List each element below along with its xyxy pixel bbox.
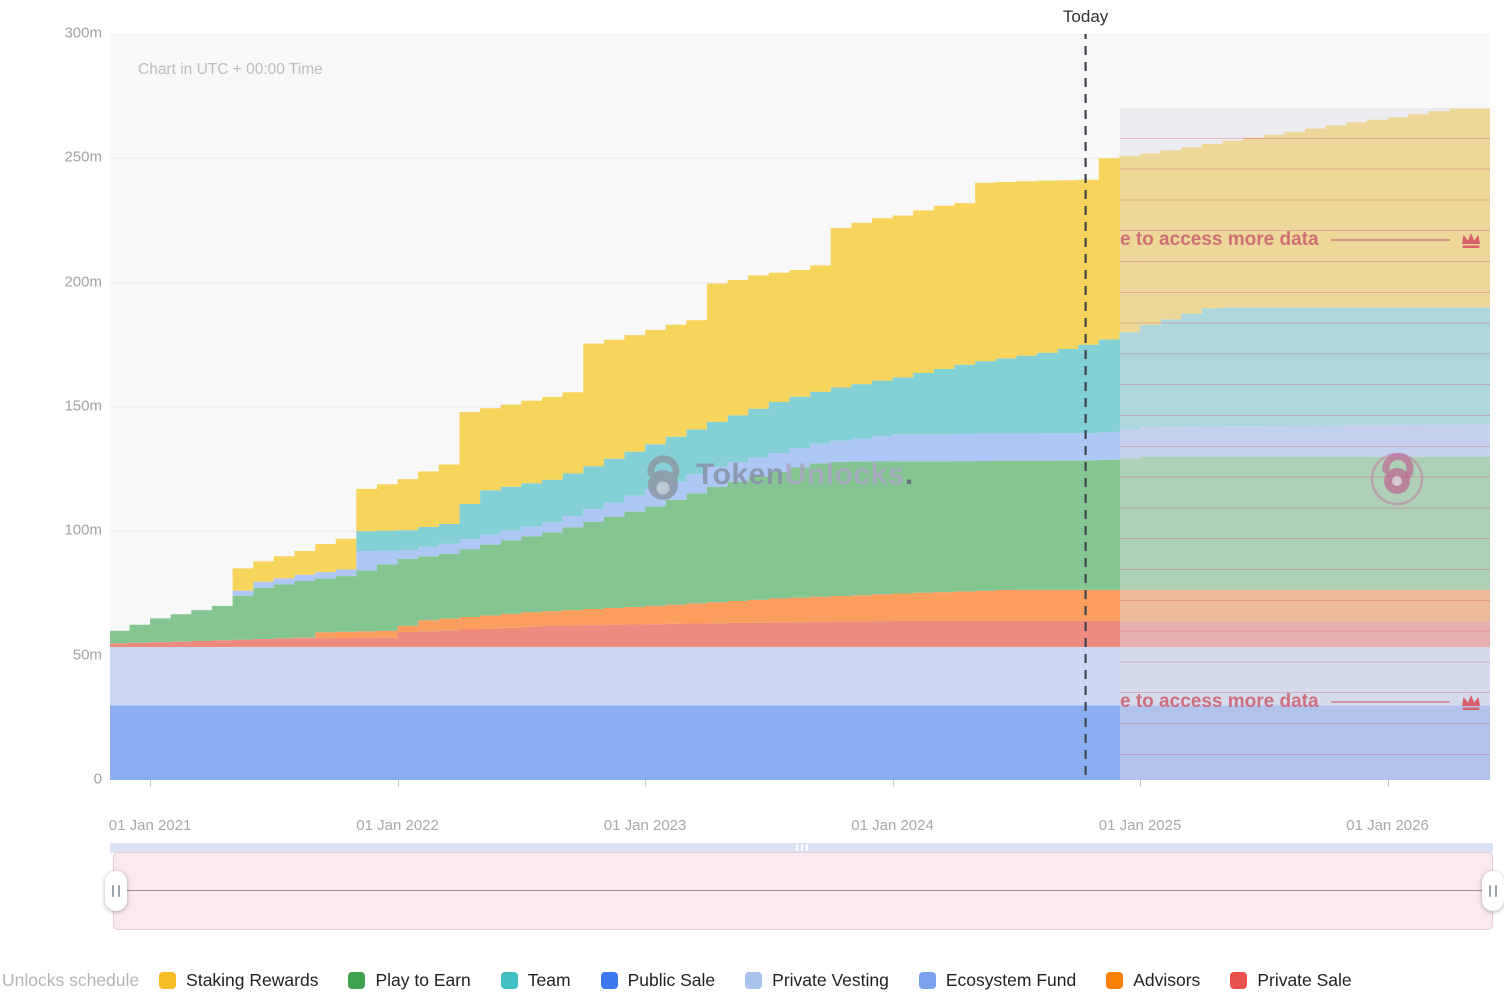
legend-item-advisors[interactable]: Advisors	[1106, 970, 1200, 991]
x-axis-tick	[645, 780, 647, 787]
time-range-slider	[0, 840, 1504, 940]
legend-item-label: Private Vesting	[772, 969, 889, 990]
legend-item-label: Private Sale	[1257, 969, 1352, 990]
teaser-text: e to access more data	[1120, 229, 1319, 250]
legend-item-label: Advisors	[1133, 969, 1201, 990]
area-series-private-vesting	[110, 647, 1490, 706]
x-axis-label: 01 Jan 2025	[1098, 817, 1182, 834]
slider-selected-range[interactable]	[113, 852, 1493, 930]
legend-swatch	[1106, 971, 1124, 989]
upgrade-teaser-row[interactable]: e to access more data	[1120, 690, 1490, 714]
teaser-divider	[1330, 701, 1450, 703]
x-axis-tick	[892, 780, 894, 787]
area-series-private-sale	[110, 620, 1490, 647]
x-axis-label: 01 Jan 2026	[1346, 817, 1429, 834]
area-series-team	[110, 307, 1490, 631]
area-series-ecosystem-fund	[110, 424, 1490, 631]
legend-item-label: Play to Earn	[375, 969, 471, 990]
legend-swatch	[745, 971, 763, 989]
y-axis-label: 50m	[72, 646, 102, 664]
y-axis-label: 150m	[64, 397, 102, 415]
legend-item-public-sale[interactable]: Public Sale	[600, 969, 716, 991]
legend-swatch	[159, 971, 177, 989]
upgrade-teaser-row[interactable]: e to access more data	[1120, 228, 1490, 252]
crown-icon	[1462, 695, 1480, 710]
unlock-schedule-chart	[110, 34, 1490, 780]
x-axis-tick	[397, 780, 399, 787]
legend-items: Staking Rewards Play to Earn Team Public Sa…	[159, 970, 1382, 991]
slider-handle-right[interactable]	[1482, 871, 1504, 911]
legend-swatch	[348, 971, 366, 989]
x-axis-label: 01 Jan 2021	[108, 817, 192, 834]
legend-item-label: Ecosystem Fund	[945, 969, 1077, 990]
legend-item-private-vesting[interactable]: Private Vesting	[745, 970, 889, 991]
area-series-staking-rewards	[110, 108, 1490, 631]
teaser-text: e to access more data	[1120, 691, 1319, 712]
y-axis-label: 100m	[64, 521, 102, 539]
timezone-note: Chart in UTC + 00:00 Time	[138, 61, 323, 78]
legend-item-ecosystem-fund[interactable]: Ecosystem Fund	[918, 969, 1077, 991]
slider-midline	[113, 890, 1493, 891]
x-axis-label: 01 Jan 2022	[356, 817, 439, 834]
x-axis-tick	[1140, 780, 1142, 787]
slider-handle-left[interactable]	[105, 871, 127, 911]
x-axis-label: 01 Jan 2024	[851, 817, 934, 834]
y-axis-label: 0	[93, 770, 102, 788]
legend-swatch	[500, 971, 518, 989]
teaser-divider	[1330, 239, 1450, 241]
x-axis-label: 01 Jan 2023	[603, 817, 687, 834]
legend-swatch	[1230, 971, 1248, 989]
legend-item-private-sale[interactable]: Private Sale	[1230, 969, 1352, 991]
legend-swatch	[918, 971, 936, 989]
legend-item-play-to-earn[interactable]: Play to Earn	[348, 969, 471, 991]
today-label: Today	[1062, 7, 1109, 26]
area-series-play-to-earn	[110, 456, 1490, 644]
legend-item-label: Staking Rewards	[186, 969, 319, 990]
area-series-public-sale	[110, 705, 1490, 780]
y-axis-label: 250m	[64, 148, 102, 166]
x-axis-tick	[150, 780, 152, 787]
legend-item-staking-rewards[interactable]: Staking Rewards	[159, 970, 318, 991]
legend-item-label: Team	[527, 969, 571, 990]
y-axis-label: 300m	[64, 24, 102, 42]
area-series-advisors	[110, 589, 1490, 644]
legend: Unlocks schedule Staking Rewards Play to …	[2, 960, 1502, 1000]
legend-swatch	[600, 971, 618, 989]
y-axis-label: 200m	[64, 273, 102, 291]
legend-item-label: Public Sale	[627, 969, 716, 990]
x-axis-tick	[1387, 780, 1389, 787]
legend-title: Unlocks schedule	[2, 969, 140, 990]
slider-top-grip[interactable]	[796, 844, 808, 851]
crown-icon	[1462, 233, 1480, 248]
locked-data-lock-icon	[1370, 452, 1424, 506]
premium-paywall-overlay: e to access more data e to access more d…	[1120, 108, 1490, 780]
legend-item-team[interactable]: Team	[500, 969, 571, 991]
